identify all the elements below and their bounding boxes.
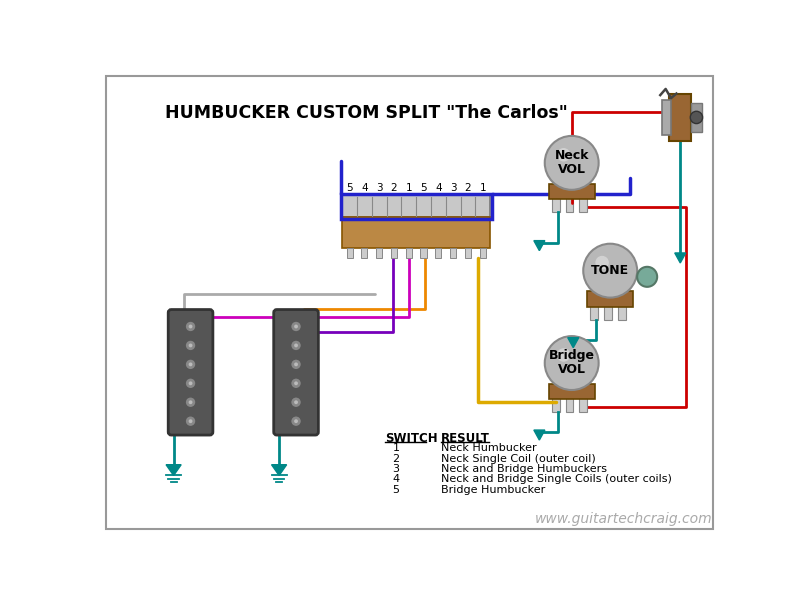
Polygon shape [568,338,578,347]
Bar [342,217,490,248]
Text: 1: 1 [406,183,412,193]
Circle shape [690,111,702,124]
Circle shape [557,148,570,161]
Bar [670,94,691,141]
Text: 4: 4 [435,183,442,193]
Text: 1: 1 [393,443,400,453]
Bar [579,197,587,212]
Bar [480,248,486,259]
Text: 3: 3 [376,183,382,193]
Polygon shape [166,464,181,475]
Bar [341,194,492,219]
Circle shape [637,267,657,287]
Text: Neck and Bridge Humbuckers: Neck and Bridge Humbuckers [441,464,606,474]
Circle shape [185,397,196,407]
Circle shape [189,325,193,328]
Text: 4: 4 [361,183,368,193]
Circle shape [185,416,196,427]
Text: 2: 2 [393,454,400,464]
Bar [590,305,598,320]
Circle shape [185,340,196,351]
Text: 5: 5 [420,183,427,193]
Text: 4: 4 [393,475,400,484]
Circle shape [185,359,196,370]
Circle shape [294,362,298,366]
Circle shape [545,336,598,390]
Circle shape [189,419,193,423]
Circle shape [189,382,193,385]
Text: Bridge Humbucker: Bridge Humbucker [441,485,545,495]
Circle shape [294,400,298,404]
Circle shape [595,256,609,269]
Polygon shape [534,430,545,440]
Text: 2: 2 [390,183,398,193]
Text: Neck and Bridge Single Coils (outer coils): Neck and Bridge Single Coils (outer coil… [441,475,672,484]
Text: HUMBUCKER CUSTOM SPLIT "The Carlos": HUMBUCKER CUSTOM SPLIT "The Carlos" [165,104,568,122]
Text: www.guitartechcraig.com: www.guitartechcraig.com [535,512,713,526]
Bar [566,197,574,212]
Bar [342,195,490,217]
Bar [618,305,626,320]
Polygon shape [271,464,286,475]
Text: 5: 5 [393,485,400,495]
Text: 1: 1 [479,183,486,193]
Circle shape [189,400,193,404]
Circle shape [290,340,302,351]
Bar [604,305,612,320]
Circle shape [294,325,298,328]
Bar [552,397,559,412]
FancyBboxPatch shape [274,310,318,435]
Bar [346,248,353,259]
Circle shape [185,378,196,389]
Circle shape [545,136,598,190]
Circle shape [290,321,302,332]
Text: 3: 3 [393,464,400,474]
Bar [450,248,456,259]
Text: Neck Humbucker: Neck Humbucker [441,443,537,453]
Text: 3: 3 [450,183,457,193]
Bar [391,248,397,259]
FancyBboxPatch shape [168,310,213,435]
Circle shape [290,359,302,370]
Circle shape [290,378,302,389]
Circle shape [189,344,193,347]
Bar [579,397,587,412]
Bar [549,384,594,399]
Bar [691,103,702,132]
Circle shape [294,419,298,423]
Circle shape [294,382,298,385]
Bar [566,397,574,412]
Text: Neck: Neck [554,149,589,161]
Text: 5: 5 [346,183,353,193]
Text: TONE: TONE [591,264,630,277]
Text: VOL: VOL [558,163,586,176]
Bar [587,292,633,307]
Circle shape [290,397,302,407]
Polygon shape [534,241,545,251]
Circle shape [557,348,570,362]
Bar [552,197,559,212]
Circle shape [189,362,193,366]
Text: 2: 2 [465,183,471,193]
Bar [465,248,471,259]
Bar [406,248,412,259]
Bar [549,184,594,199]
Circle shape [290,416,302,427]
Bar [362,248,367,259]
Circle shape [583,244,637,298]
Bar [435,248,442,259]
Text: Bridge: Bridge [549,349,594,362]
Polygon shape [674,253,686,263]
Bar [376,248,382,259]
Circle shape [185,321,196,332]
Bar [421,248,426,259]
Text: RESULT: RESULT [441,433,490,445]
Text: SWITCH: SWITCH [386,433,438,445]
Text: Neck Single Coil (outer coil): Neck Single Coil (outer coil) [441,454,595,464]
Circle shape [294,344,298,347]
Text: VOL: VOL [558,363,586,376]
Bar [662,100,671,135]
